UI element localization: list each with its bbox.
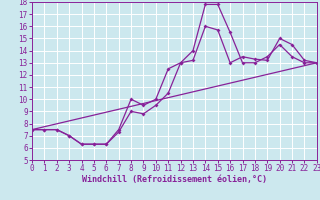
X-axis label: Windchill (Refroidissement éolien,°C): Windchill (Refroidissement éolien,°C) xyxy=(82,175,267,184)
